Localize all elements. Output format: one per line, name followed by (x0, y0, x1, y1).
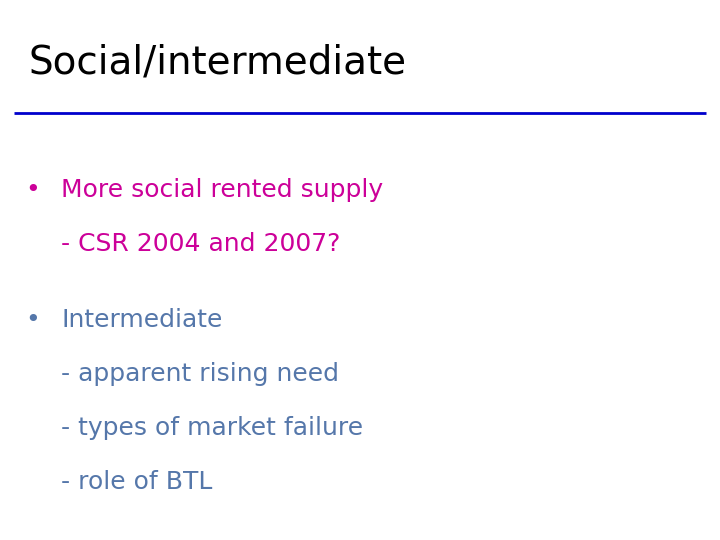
Text: - role of BTL: - role of BTL (61, 470, 212, 494)
Text: More social rented supply: More social rented supply (61, 178, 383, 202)
Text: •: • (25, 308, 40, 332)
Text: - apparent rising need: - apparent rising need (61, 362, 339, 386)
Text: •: • (25, 178, 40, 202)
Text: - CSR 2004 and 2007?: - CSR 2004 and 2007? (61, 232, 341, 256)
Text: Social/intermediate: Social/intermediate (29, 43, 407, 81)
Text: Intermediate: Intermediate (61, 308, 222, 332)
Text: - types of market failure: - types of market failure (61, 416, 364, 440)
